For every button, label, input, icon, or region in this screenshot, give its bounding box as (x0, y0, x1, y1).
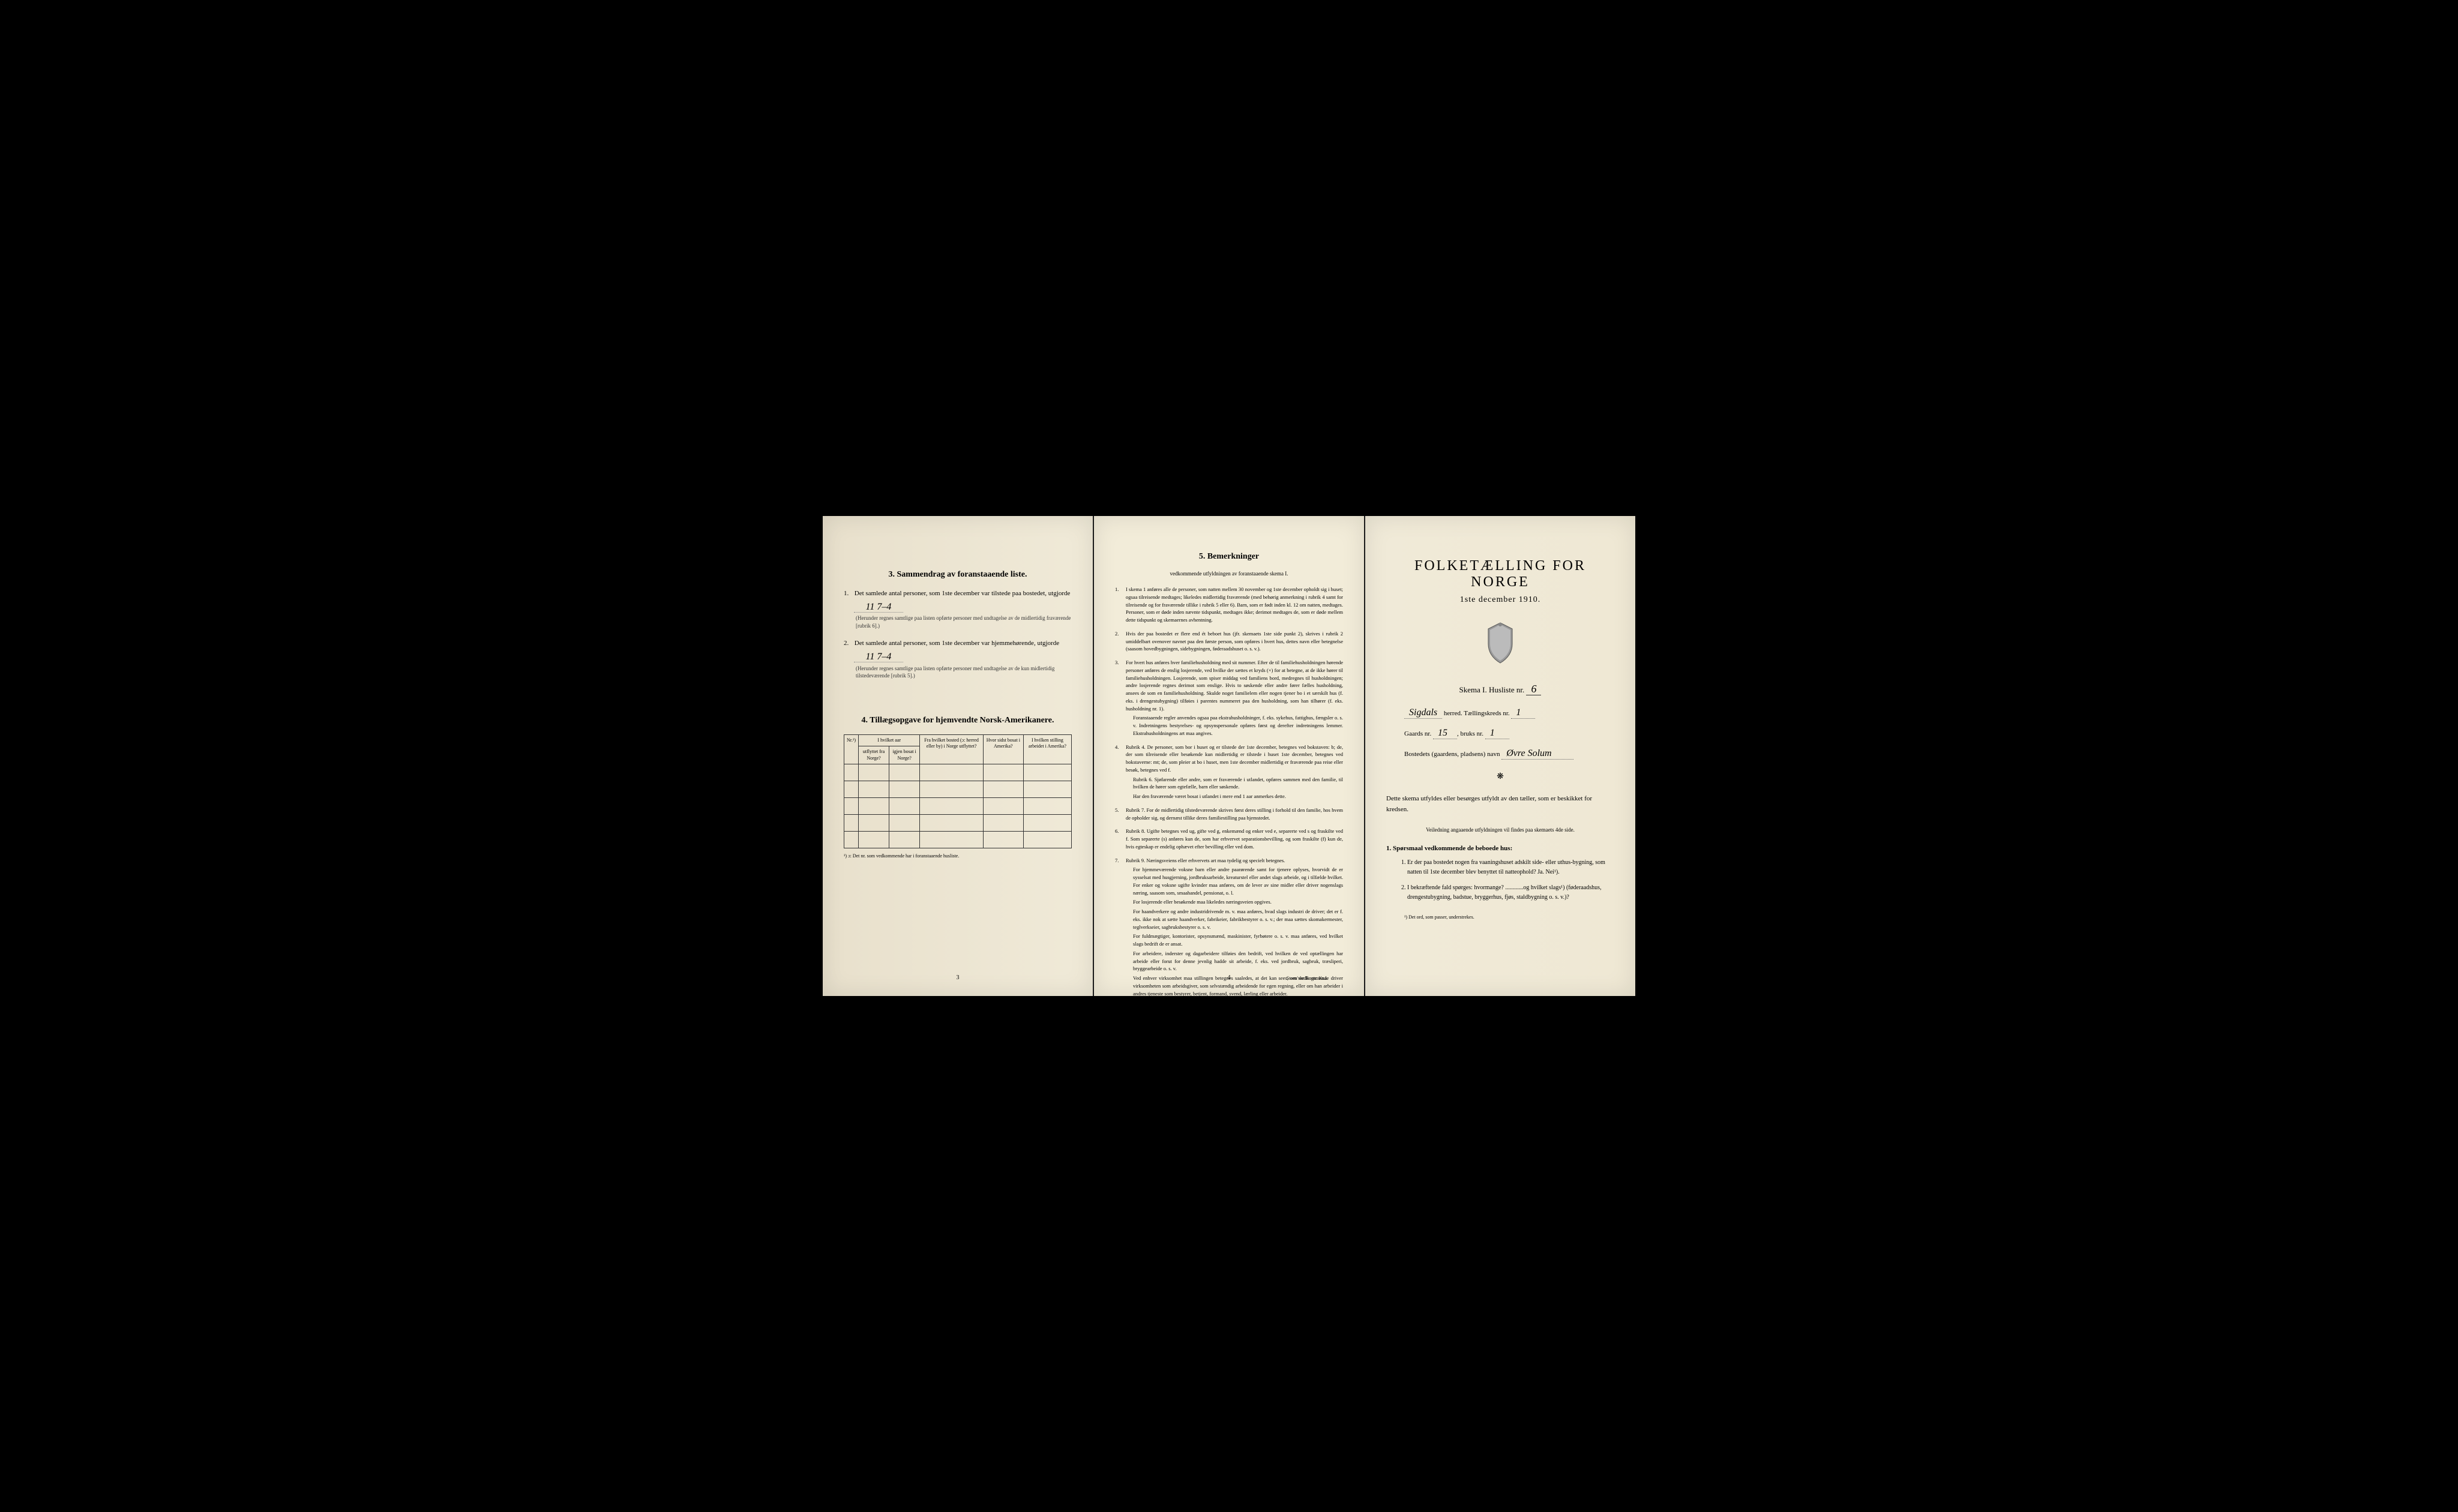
section-3-sammendrag: 3. Sammendrag av foranstaaende liste. 1.… (844, 570, 1072, 680)
table-row (844, 797, 1072, 814)
footnote-right: ¹) Det ord, som passer, understrekes. (1404, 914, 1614, 920)
page-3: 3. Sammendrag av foranstaaende liste. 1.… (823, 516, 1093, 996)
section-4-tillaeg: 4. Tillægsopgave for hjemvendte Norsk-Am… (844, 716, 1072, 859)
table-footnote: ¹) ɔ: Det nr. som vedkommende har i fora… (844, 853, 1072, 859)
remark-1: I skema 1 anføres alle de personer, som … (1115, 586, 1343, 624)
divider-ornament: ❋ (1386, 772, 1614, 782)
item-2-note: (Herunder regnes samtlige paa listen opf… (856, 665, 1072, 680)
gaards-line: Gaards nr. 15, bruks nr. 1 (1386, 728, 1614, 739)
col-aar: I hvilket aar (859, 734, 920, 746)
remarks-list: I skema 1 anføres alle de personer, som … (1115, 586, 1343, 1102)
question-heading: 1. Spørsmaal vedkommende de beboede hus: (1386, 845, 1614, 852)
col-nr: Nr.¹) (844, 734, 859, 764)
col-utflyttet: utflyttet fra Norge? (859, 746, 889, 764)
skema-line: Skema I. Husliste nr. 6 (1386, 683, 1614, 695)
bosted-line: Bostedets (gaardens, pladsens) navn Øvre… (1386, 748, 1614, 760)
kreds-nr: 1 (1511, 707, 1535, 719)
section-5-subtitle: vedkommende utfyldningen av foranstaaend… (1115, 571, 1343, 577)
section-4-heading: 4. Tillægsopgave for hjemvendte Norsk-Am… (844, 716, 1072, 725)
document-spread: 3. Sammendrag av foranstaaende liste. 1.… (823, 516, 1635, 996)
page-4: 5. Bemerkninger vedkommende utfyldningen… (1094, 516, 1364, 996)
date-subtitle: 1ste december 1910. (1386, 595, 1614, 605)
table-row (844, 814, 1072, 831)
printer-mark: Steen'ske Bogtr. Kr.a. (1287, 976, 1328, 981)
table-row (844, 831, 1072, 848)
table-row (844, 781, 1072, 797)
col-igjen: igjen bosat i Norge? (889, 746, 920, 764)
bosted-value: Øvre Solum (1501, 748, 1573, 760)
amerikanere-table: Nr.¹) I hvilket aar Fra hvilket bosted (… (844, 734, 1072, 848)
remark-6: Rubrik 8. Ugifte betegnes ved ug, gifte … (1115, 827, 1343, 850)
page-number: 4 (1228, 974, 1231, 981)
remark-5: Rubrik 7. For de midlertidig tilstedevær… (1115, 806, 1343, 822)
section-5-heading: 5. Bemerkninger (1115, 552, 1343, 562)
item-1-value: 11 7–4 (854, 602, 904, 613)
herred-line: Sigdals herred. Tællingskreds nr. 1 (1386, 707, 1614, 719)
remark-8: Rubrik 14. Sinker og lignende aandssløve… (1115, 1087, 1343, 1103)
question-2: I bekræftende fald spørges: hvormange? .… (1407, 883, 1614, 902)
gaards-nr: 15 (1433, 728, 1457, 739)
col-amerika: Hvor sidst bosat i Amerika? (983, 734, 1023, 764)
col-stilling: I hvilken stilling arbeidet i Amerika? (1023, 734, 1071, 764)
instructions-sub: Veiledning angaaende utfyldningen vil fi… (1386, 827, 1614, 833)
coat-of-arms-icon (1386, 620, 1614, 668)
husliste-nr: 6 (1526, 683, 1541, 695)
item-2-value: 11 7–4 (854, 652, 904, 662)
bruks-nr: 1 (1485, 728, 1509, 739)
section-3-heading: 3. Sammendrag av foranstaaende liste. (844, 570, 1072, 580)
remark-2: Hvis der paa bostedet er flere end ét be… (1115, 630, 1343, 653)
herred-value: Sigdals (1404, 707, 1442, 719)
main-title: FOLKETÆLLING FOR NORGE (1386, 558, 1614, 590)
page-title: FOLKETÆLLING FOR NORGE 1ste december 191… (1365, 516, 1635, 996)
col-bosted: Fra hvilket bosted (ɔ: herred eller by) … (920, 734, 984, 764)
remark-3: For hvert hus anføres hver familiehushol… (1115, 659, 1343, 737)
table-row (844, 764, 1072, 781)
item-1: 1. Det samlede antal personer, som 1ste … (844, 589, 1072, 629)
questions-section: 1. Spørsmaal vedkommende de beboede hus:… (1386, 845, 1614, 902)
remark-7: Rubrik 9. Næringsveiens eller erhvervets… (1115, 857, 1343, 1081)
instructions-text: Dette skema utfyldes eller besørges utfy… (1386, 794, 1614, 815)
item-2: 2. Det samlede antal personer, som 1ste … (844, 638, 1072, 679)
item-1-note: (Herunder regnes samtlige paa listen opf… (856, 614, 1072, 629)
page-number: 3 (957, 974, 960, 981)
question-1: Er der paa bostedet nogen fra vaaningshu… (1407, 858, 1614, 877)
remark-4: Rubrik 4. De personer, som bor i huset o… (1115, 743, 1343, 800)
